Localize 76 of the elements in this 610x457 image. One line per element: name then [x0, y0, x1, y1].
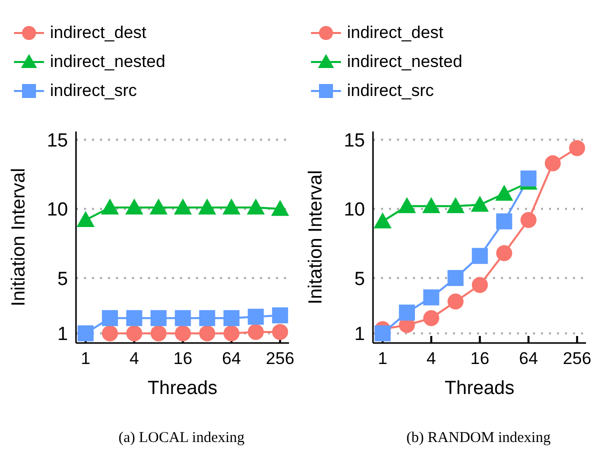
legend-label: indirect_nested [347, 52, 462, 72]
point [423, 289, 440, 306]
y-tick-label: 15 [46, 130, 68, 152]
legend-label: indirect_src [50, 80, 137, 100]
point [520, 170, 536, 186]
point [198, 198, 216, 215]
point [76, 210, 95, 227]
point [496, 213, 512, 230]
y-tick-label: 10 [46, 200, 68, 221]
point [150, 198, 168, 215]
point [150, 325, 167, 342]
text: (b) RANDOM indexing [405, 430, 552, 447]
point [126, 325, 142, 342]
point [569, 140, 586, 156]
y-tick-label: 1 [57, 324, 68, 346]
y-tick-label: 15 [344, 130, 365, 152]
point [398, 197, 416, 214]
point [272, 307, 288, 324]
point [248, 308, 264, 325]
x-tick-label: 256 [266, 349, 294, 368]
point [125, 198, 144, 215]
point [422, 197, 440, 214]
point [150, 310, 167, 326]
x-tick-label: 4 [426, 349, 436, 368]
legend-label: indirect_nested [50, 52, 166, 72]
point [272, 324, 288, 340]
point [472, 248, 488, 264]
x-tick-label: 64 [519, 349, 538, 368]
y-axis-title: Initiation Interval [8, 168, 30, 306]
point [374, 325, 391, 342]
point [199, 310, 216, 326]
point [246, 198, 265, 215]
y-tick-label: 5 [354, 268, 365, 290]
point [544, 155, 561, 172]
point [223, 325, 240, 342]
point [423, 310, 440, 326]
point [199, 325, 216, 342]
point [223, 310, 240, 326]
point [496, 245, 512, 262]
point [271, 200, 289, 216]
legend-label: indirect_dest [50, 22, 146, 42]
x-axis-title: Threads [148, 378, 218, 399]
point [374, 212, 392, 228]
point [174, 198, 192, 215]
y-axis-title: Initation Interval [306, 170, 327, 304]
point [470, 196, 489, 212]
point [448, 270, 464, 286]
point [248, 324, 264, 340]
x-tick-label: 1 [80, 349, 90, 368]
point [520, 212, 536, 228]
y-tick-label: 1 [354, 324, 365, 346]
y-tick-label: 10 [344, 200, 365, 221]
text: (a) LOCAL indexing [117, 430, 246, 447]
legend-label: indirect_dest [347, 22, 444, 42]
point [100, 198, 119, 215]
point [174, 310, 191, 326]
point [222, 198, 240, 215]
point [472, 276, 488, 293]
x-tick-label: 1 [378, 349, 388, 368]
x-tick-label: 256 [562, 349, 592, 368]
y-tick-label: 5 [57, 268, 68, 290]
point [446, 197, 465, 214]
x-tick-label: 64 [222, 349, 241, 368]
point [126, 310, 142, 326]
x-axis-title: Threads [444, 378, 514, 399]
point [102, 325, 118, 342]
legend-label: indirect_src [347, 80, 434, 100]
x-tick-label: 16 [173, 349, 192, 368]
x-tick-label: 16 [470, 349, 490, 368]
point [174, 325, 191, 342]
point [102, 310, 118, 326]
point [448, 294, 464, 310]
x-tick-label: 4 [130, 349, 139, 368]
point [495, 184, 514, 201]
point [78, 325, 94, 342]
point [398, 304, 415, 321]
